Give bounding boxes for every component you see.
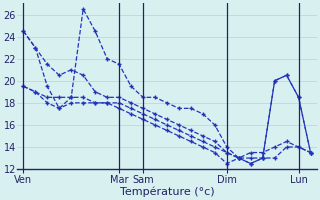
X-axis label: Température (°c): Température (°c) <box>120 186 214 197</box>
